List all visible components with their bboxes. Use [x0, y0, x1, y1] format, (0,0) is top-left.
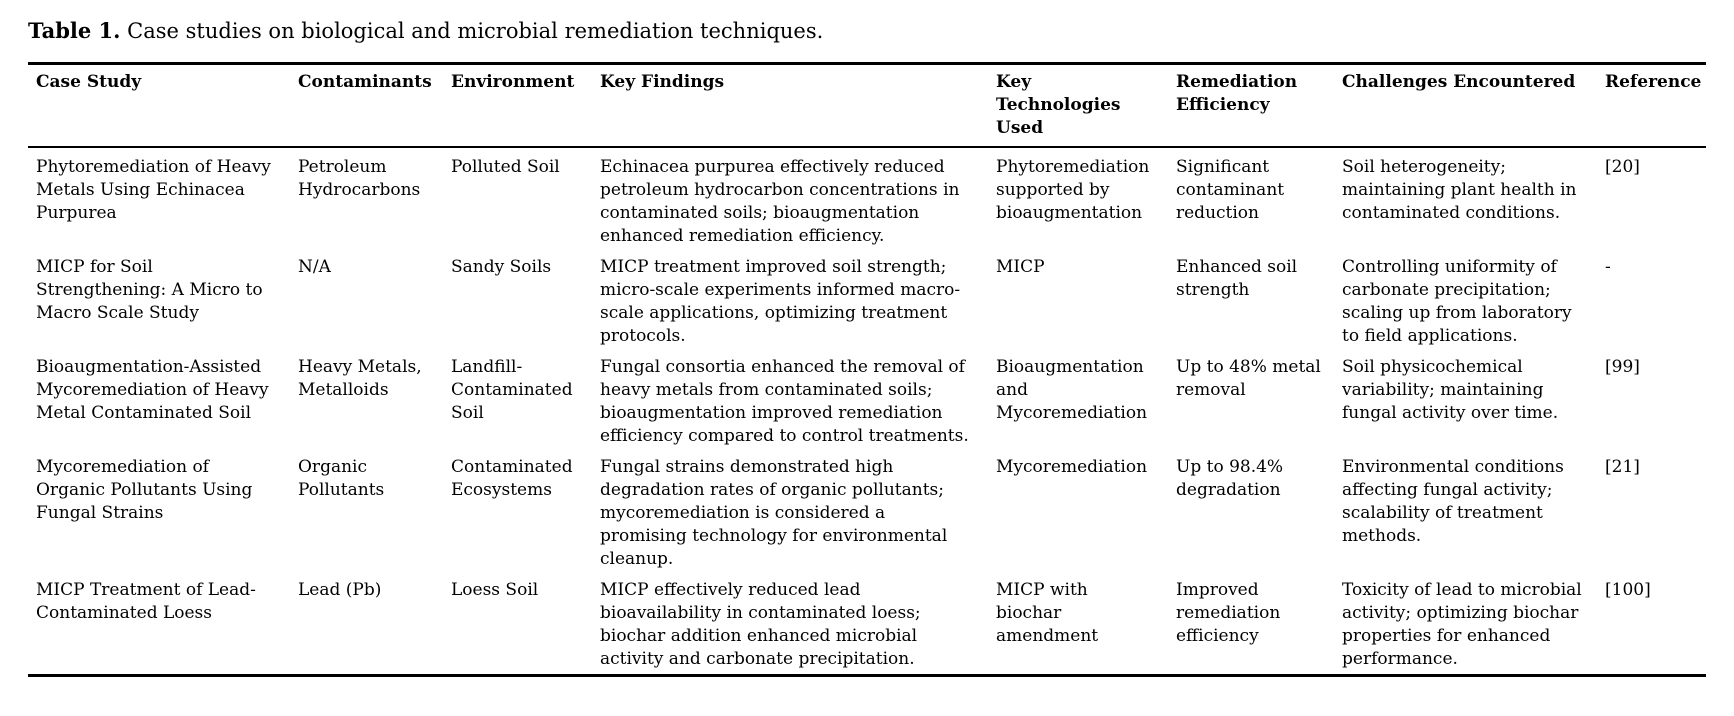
cell-key-findings: MICP effectively reduced lead bioavailab…: [600, 580, 921, 669]
cell-case-study: MICP for Soil Strengthening: A Micro to …: [36, 257, 263, 323]
table-row: Phytoremediation of Heavy Metals Using E…: [28, 147, 1706, 248]
column-header-key-technologies-used: Key Technologies Used: [988, 63, 1168, 148]
cell-challenges: Toxicity of lead to microbial activity; …: [1342, 580, 1582, 669]
cell-key-findings: Echinacea purpurea effectively reduced p…: [600, 157, 960, 246]
column-header-challenges-encountered: Challenges Encountered: [1334, 63, 1597, 148]
cell-remediation-efficiency: Improved remediation efficiency: [1176, 580, 1281, 646]
cell-contaminants: Lead (Pb): [298, 580, 382, 600]
cell-challenges: Controlling uniformity of carbonate prec…: [1342, 257, 1572, 346]
cell-key-technologies: Mycoremediation: [996, 457, 1148, 477]
cell-case-study: Phytoremediation of Heavy Metals Using E…: [36, 157, 271, 223]
table-row: Mycoremediation of Organic Pollutants Us…: [28, 448, 1706, 571]
table-header-row: Case Study Contaminants Environment Key …: [28, 63, 1706, 148]
column-header-remediation-efficiency: Remediation Efficiency: [1168, 63, 1334, 148]
cell-environment: Loess Soil: [451, 580, 539, 600]
table-caption: Table 1. Case studies on biological and …: [28, 18, 823, 44]
cell-contaminants: Heavy Metals, Metalloids: [298, 357, 422, 400]
cell-challenges: Environmental conditions affecting funga…: [1342, 457, 1564, 546]
cell-case-study: Mycoremediation of Organic Pollutants Us…: [36, 457, 253, 523]
cell-remediation-efficiency: Enhanced soil strength: [1176, 257, 1298, 300]
cell-environment: Landfill-Contaminated Soil: [451, 357, 573, 423]
cell-key-technologies: Bioaugmentation and Mycoremediation: [996, 357, 1148, 423]
table-row: Bioaugmentation-Assisted Mycoremediation…: [28, 348, 1706, 448]
cell-reference: [99]: [1605, 357, 1640, 377]
cell-key-findings: Fungal consortia enhanced the removal of…: [600, 357, 969, 446]
column-header-contaminants: Contaminants: [290, 63, 443, 148]
cell-reference: [100]: [1605, 580, 1651, 600]
cell-contaminants: N/A: [298, 257, 331, 277]
column-header-reference: Reference: [1597, 63, 1706, 148]
cell-challenges: Soil physicochemical variability; mainta…: [1342, 357, 1559, 423]
cell-key-findings: Fungal strains demonstrated high degrada…: [600, 457, 948, 569]
table-caption-text: Case studies on biological and microbial…: [127, 19, 824, 43]
cell-reference: -: [1605, 257, 1611, 277]
cell-key-findings: MICP treatment improved soil strength; m…: [600, 257, 961, 346]
cell-case-study: Bioaugmentation-Assisted Mycoremediation…: [36, 357, 269, 423]
cell-environment: Contaminated Ecosystems: [451, 457, 573, 500]
table-row: MICP Treatment of Lead-Contaminated Loes…: [28, 571, 1706, 676]
cell-key-technologies: Phytoremediation supported by bioaugment…: [996, 157, 1150, 223]
cell-contaminants: Organic Pollutants: [298, 457, 385, 500]
cell-reference: [20]: [1605, 157, 1640, 177]
cell-remediation-efficiency: Up to 48% metal removal: [1176, 357, 1321, 400]
cell-environment: Sandy Soils: [451, 257, 552, 277]
table-row: MICP for Soil Strengthening: A Micro to …: [28, 248, 1706, 348]
cell-environment: Polluted Soil: [451, 157, 560, 177]
table-caption-label: Table 1.: [28, 18, 121, 43]
column-header-case-study: Case Study: [28, 63, 290, 148]
column-header-key-findings: Key Findings: [592, 63, 988, 148]
cell-key-technologies: MICP: [996, 257, 1045, 277]
column-header-environment: Environment: [443, 63, 592, 148]
cell-challenges: Soil heterogeneity; maintaining plant he…: [1342, 157, 1577, 223]
case-studies-table: Case Study Contaminants Environment Key …: [28, 62, 1706, 677]
cell-case-study: MICP Treatment of Lead-Contaminated Loes…: [36, 580, 256, 623]
cell-remediation-efficiency: Significant contaminant reduction: [1176, 157, 1285, 223]
cell-reference: [21]: [1605, 457, 1640, 477]
cell-remediation-efficiency: Up to 98.4% degradation: [1176, 457, 1284, 500]
cell-contaminants: Petroleum Hydrocarbons: [298, 157, 421, 200]
cell-key-technologies: MICP with biochar amendment: [996, 580, 1099, 646]
